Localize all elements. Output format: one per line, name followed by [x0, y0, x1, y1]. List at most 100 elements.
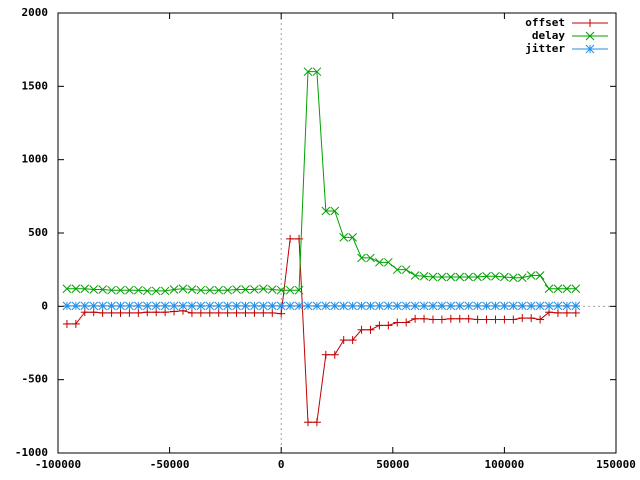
marker-stroke — [276, 301, 286, 311]
point — [366, 253, 375, 263]
point — [357, 325, 366, 334]
point — [80, 284, 90, 294]
legend-marker — [585, 44, 595, 54]
point — [375, 321, 384, 330]
marker-stroke — [348, 301, 357, 311]
marker-stroke — [571, 301, 581, 311]
point — [276, 301, 286, 311]
point — [509, 315, 518, 324]
point — [491, 271, 500, 281]
marker-stroke — [383, 301, 393, 311]
marker-stroke — [169, 301, 179, 311]
marker-stroke — [312, 67, 322, 77]
legend-label: offset — [525, 16, 565, 29]
point — [473, 315, 482, 324]
marker-stroke — [357, 301, 366, 311]
marker-stroke — [250, 285, 259, 294]
y-tick-label: 2000 — [22, 6, 49, 19]
point — [419, 301, 429, 311]
point — [571, 284, 581, 294]
marker-stroke — [303, 301, 313, 311]
marker-stroke — [562, 301, 572, 311]
point — [392, 265, 402, 275]
point — [375, 301, 384, 311]
marker-stroke — [107, 301, 116, 311]
point — [410, 271, 420, 280]
marker-stroke — [585, 44, 595, 54]
marker-stroke — [410, 301, 420, 311]
plot-border — [57, 12, 617, 454]
y-tick-label: 500 — [28, 226, 48, 239]
point — [267, 285, 277, 294]
y-tick-label: 0 — [41, 299, 48, 312]
marker-stroke — [258, 284, 268, 294]
point — [330, 350, 339, 359]
marker-stroke — [116, 301, 125, 311]
marker-stroke — [267, 301, 277, 311]
point — [321, 206, 331, 216]
marker-stroke — [241, 285, 250, 294]
point — [517, 301, 527, 311]
point — [116, 285, 125, 295]
marker-stroke — [80, 284, 90, 294]
marker-stroke — [214, 285, 224, 295]
point — [187, 285, 197, 294]
point — [473, 301, 482, 311]
marker-stroke — [491, 301, 500, 311]
point — [62, 319, 71, 328]
point — [160, 286, 170, 296]
marker-stroke — [285, 285, 295, 295]
x-tick-label: 100000 — [485, 458, 525, 471]
marker-stroke — [294, 301, 304, 311]
point — [223, 301, 232, 311]
marker-stroke — [508, 273, 518, 283]
point — [125, 285, 134, 295]
point — [151, 286, 161, 296]
point — [321, 350, 330, 359]
point — [285, 285, 295, 295]
point — [339, 301, 349, 311]
point — [518, 314, 527, 323]
point — [420, 314, 429, 323]
point — [151, 301, 161, 311]
marker-stroke — [428, 301, 438, 311]
point — [330, 301, 340, 311]
marker-stroke — [276, 285, 286, 295]
point — [348, 336, 357, 345]
point — [508, 301, 518, 311]
marker-stroke — [419, 301, 429, 311]
y-tick-label: -1000 — [15, 446, 48, 459]
point — [544, 284, 554, 294]
point — [437, 315, 446, 324]
point — [500, 272, 509, 282]
point — [98, 308, 107, 317]
marker-stroke — [392, 265, 402, 275]
marker-stroke — [500, 301, 509, 311]
point — [562, 284, 572, 294]
marker-stroke — [169, 285, 179, 294]
point — [517, 273, 527, 283]
marker-stroke — [339, 301, 349, 311]
point — [527, 314, 536, 323]
point — [500, 315, 509, 324]
point — [348, 233, 357, 242]
point — [258, 301, 268, 311]
marker-stroke — [89, 301, 99, 311]
marker-stroke — [535, 271, 545, 280]
marker-stroke — [178, 301, 188, 311]
marker-stroke — [392, 301, 402, 311]
marker-stroke — [205, 301, 215, 311]
point — [312, 301, 322, 311]
marker-stroke — [455, 301, 465, 311]
marker-stroke — [526, 271, 536, 280]
marker-stroke — [62, 284, 72, 294]
point — [312, 418, 321, 427]
marker-stroke — [142, 286, 152, 296]
x-tick-label: 50000 — [376, 458, 409, 471]
marker-stroke — [223, 285, 232, 295]
point — [71, 284, 81, 294]
point — [383, 257, 393, 267]
point — [89, 301, 99, 311]
point — [482, 315, 491, 324]
